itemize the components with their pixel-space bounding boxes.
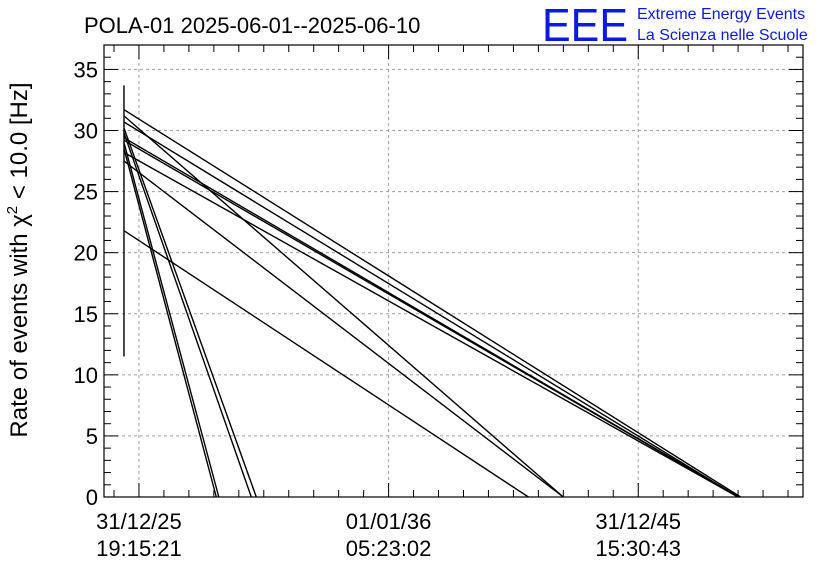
series-line-7 <box>123 160 564 498</box>
logo-line-2: La Scienza nelle Scuole <box>637 27 808 44</box>
x-tick-label-time: 15:30:43 <box>595 536 681 561</box>
eee-logo: EEE Extreme Energy Events La Scienza nel… <box>542 0 808 51</box>
y-tick-label-35: 35 <box>74 57 98 82</box>
y-tick-label-20: 20 <box>74 241 98 266</box>
x-tick-label-time: 05:23:02 <box>346 536 432 561</box>
grid <box>104 45 803 497</box>
y-axis-title-sup: 2 <box>4 206 21 214</box>
series-line-12 <box>123 109 741 498</box>
x-tick-label-date: 31/12/25 <box>96 509 182 534</box>
plot-frame <box>103 44 804 498</box>
series-line-3 <box>123 132 252 498</box>
chart-title: POLA-01 2025-06-01--2025-06-10 <box>84 13 420 38</box>
plot-area-border <box>103 44 804 498</box>
y-tick-label-30: 30 <box>74 119 98 144</box>
x-tick-label-date: 31/12/45 <box>595 509 681 534</box>
y-axis-title-chi: χ <box>6 214 33 227</box>
y-tick-label-10: 10 <box>74 363 98 388</box>
y-tick-label-5: 5 <box>86 424 98 449</box>
eee-logo-mark: EEE <box>542 0 628 51</box>
series-line-6 <box>123 115 564 498</box>
series-line-11 <box>123 121 739 498</box>
y-tick-labels: 0 5 10 15 20 25 30 35 <box>74 57 98 510</box>
series-lines <box>123 85 741 498</box>
series-line-4 <box>123 127 257 498</box>
y-axis-title-suffix: < 10.0 [Hz] <box>6 82 33 205</box>
y-axis-title-prefix: Rate of events with <box>6 227 33 438</box>
y-tick-label-15: 15 <box>74 302 98 327</box>
series-line-5 <box>123 230 529 498</box>
logo-line-1: Extreme Energy Events <box>637 6 805 23</box>
y-tick-label-25: 25 <box>74 180 98 205</box>
y-axis-title: Rate of events with χ2 < 10.0 [Hz] <box>4 82 33 437</box>
x-tick-label-time: 19:15:21 <box>96 536 182 561</box>
series-line-1 <box>123 148 217 498</box>
x-tick-label-date: 01/01/36 <box>346 509 432 534</box>
series-line-10 <box>123 137 739 498</box>
y-tick-label-0: 0 <box>86 485 98 510</box>
series-line-8 <box>123 151 739 498</box>
series-line-2 <box>123 142 220 498</box>
